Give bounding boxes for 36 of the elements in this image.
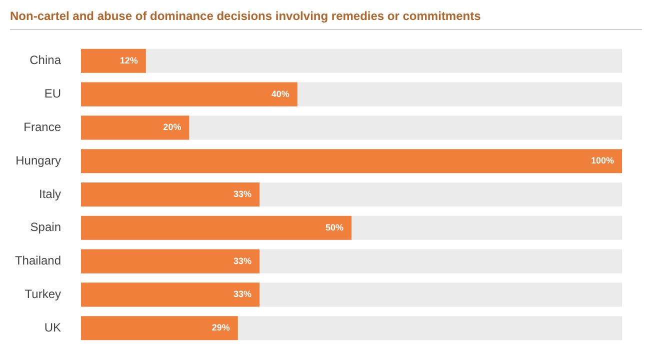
y-tick-label: Hungary xyxy=(16,153,61,168)
y-tick-label: Italy xyxy=(38,186,61,201)
bar xyxy=(260,282,622,307)
y-tick-label: Turkey xyxy=(24,287,61,302)
bar xyxy=(352,216,622,240)
y-tick-label: EU xyxy=(44,86,61,101)
bar xyxy=(81,316,238,340)
y-tick-label: Thailand xyxy=(14,254,61,268)
bar xyxy=(81,182,260,207)
bar xyxy=(81,116,190,140)
bar xyxy=(260,182,622,207)
data-label: 50% xyxy=(325,222,344,232)
y-tick-label: UK xyxy=(44,320,61,334)
bar xyxy=(81,249,260,274)
bar xyxy=(146,48,622,73)
bar xyxy=(189,116,622,140)
y-tick-label: France xyxy=(24,120,62,134)
y-tick-label: China xyxy=(30,53,62,68)
bar xyxy=(260,249,622,274)
data-label: 29% xyxy=(212,322,230,333)
bar xyxy=(81,48,146,73)
data-label: 20% xyxy=(163,122,182,132)
bar xyxy=(81,82,298,106)
data-label: 33% xyxy=(234,188,252,199)
data-label: 33% xyxy=(234,256,252,266)
y-tick-label: Spain xyxy=(30,220,61,234)
bar xyxy=(81,149,622,174)
chart-title: Non-cartel and abuse of dominance decisions involving remedies or commitments xyxy=(10,9,642,30)
bar xyxy=(81,216,352,240)
data-label: 100% xyxy=(590,156,614,166)
data-label: 40% xyxy=(271,88,290,99)
data-label: 12% xyxy=(120,55,138,66)
bar xyxy=(81,282,260,307)
bar xyxy=(238,316,622,340)
data-label: 33% xyxy=(234,289,252,300)
bar xyxy=(297,82,622,106)
